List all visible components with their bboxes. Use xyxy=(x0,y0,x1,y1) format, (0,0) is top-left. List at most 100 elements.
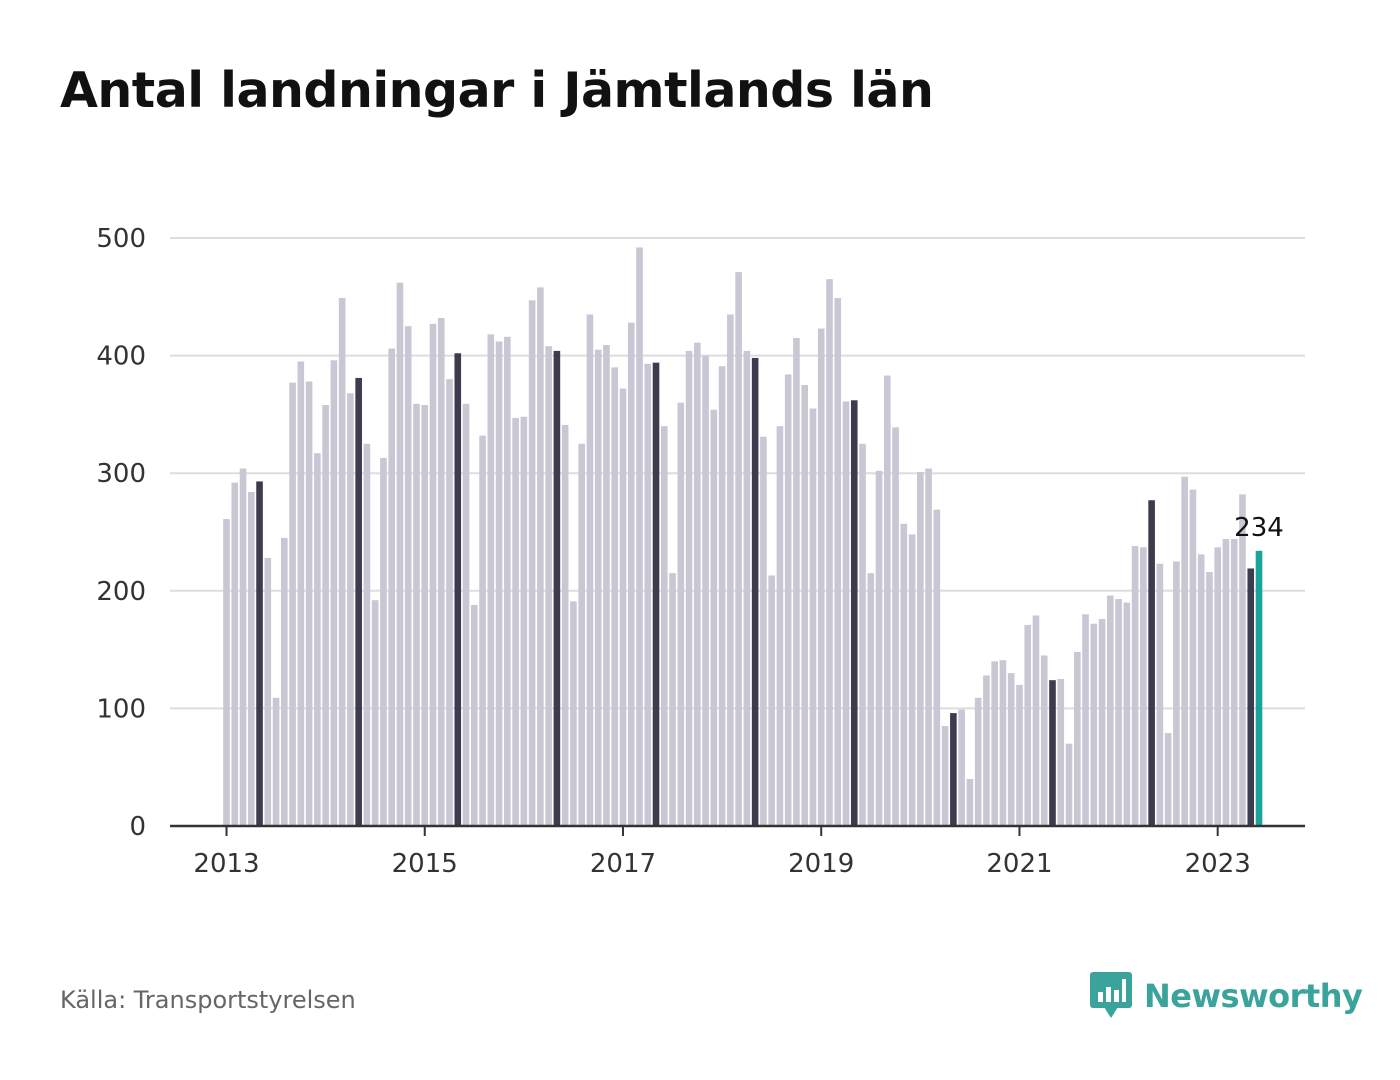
bar xyxy=(471,604,478,826)
bar xyxy=(1007,673,1015,826)
bar xyxy=(660,426,668,826)
bar xyxy=(867,573,875,826)
bar xyxy=(231,482,239,826)
bar xyxy=(297,361,305,826)
bar xyxy=(1239,494,1246,826)
bar xyxy=(421,404,429,826)
source-note: Källa: Transportstyrelsen xyxy=(60,986,356,1014)
bar xyxy=(1082,614,1089,826)
bar-highlight xyxy=(1148,500,1155,826)
y-tick-label: 200 xyxy=(96,577,146,607)
bar-highlight xyxy=(652,362,660,826)
chart-title: Antal landningar i Jämtlands län xyxy=(60,62,934,119)
x-axis: 2013 2015 2017 2019 2021 2023 xyxy=(170,824,1305,879)
bar xyxy=(1214,547,1221,826)
bar xyxy=(1090,623,1098,826)
bar xyxy=(611,367,619,826)
bar xyxy=(743,350,751,826)
bar xyxy=(933,509,941,826)
bar xyxy=(768,575,775,826)
bar xyxy=(371,600,379,826)
bar xyxy=(694,342,701,826)
bar-highlight xyxy=(454,353,462,826)
bar xyxy=(1156,563,1164,826)
bar xyxy=(380,457,387,826)
bar xyxy=(884,375,891,826)
bar xyxy=(545,346,552,826)
bar xyxy=(347,393,354,826)
bar xyxy=(1181,476,1188,826)
bar xyxy=(859,443,866,826)
bar xyxy=(826,279,833,826)
bar xyxy=(1016,684,1023,826)
bar xyxy=(396,282,404,826)
bar xyxy=(305,381,313,826)
bar xyxy=(974,697,982,826)
y-axis: 0 100 200 300 400 500 xyxy=(96,224,146,842)
bar-latest xyxy=(1255,550,1263,826)
bar xyxy=(619,388,627,826)
bar xyxy=(941,726,949,826)
x-tick-label: 2023 xyxy=(1185,849,1251,879)
bar xyxy=(685,350,693,826)
bar xyxy=(644,363,652,826)
bar xyxy=(586,314,594,826)
y-tick-label: 500 xyxy=(96,224,146,254)
bar xyxy=(363,443,371,826)
bar xyxy=(289,382,296,826)
bar xyxy=(528,300,536,827)
bar xyxy=(875,470,883,826)
bar xyxy=(272,697,280,826)
bar xyxy=(776,426,784,826)
bar xyxy=(1206,571,1213,826)
newsworthy-logo-icon xyxy=(1090,972,1132,1018)
bar xyxy=(281,537,288,826)
x-tick-label: 2015 xyxy=(392,849,458,879)
bar xyxy=(223,519,230,826)
bar xyxy=(677,402,685,826)
bars xyxy=(223,247,1263,827)
bar xyxy=(627,322,635,826)
bar xyxy=(1197,554,1205,826)
bar xyxy=(1115,599,1122,826)
bar xyxy=(966,778,974,826)
bar xyxy=(669,573,676,826)
bar xyxy=(1024,624,1032,826)
bar xyxy=(735,272,742,827)
bar xyxy=(570,601,577,826)
bar-highlight xyxy=(850,400,858,826)
bar-highlight xyxy=(355,377,362,826)
bar xyxy=(999,660,1007,826)
bar xyxy=(784,374,792,826)
bar xyxy=(1040,655,1048,826)
bar xyxy=(504,336,511,826)
bar xyxy=(793,337,800,826)
bar xyxy=(330,360,338,826)
bar xyxy=(983,675,990,826)
bar xyxy=(404,326,412,826)
brand-logo[interactable]: Newsworthy xyxy=(1090,970,1363,1022)
bar xyxy=(1173,561,1180,826)
x-tick-label: 2013 xyxy=(193,849,259,879)
bar xyxy=(809,408,817,826)
bar-highlight xyxy=(751,357,759,826)
bar xyxy=(1131,546,1139,826)
bar xyxy=(760,436,767,826)
bar xyxy=(718,366,726,826)
bar-highlight xyxy=(256,481,263,826)
bar xyxy=(1032,615,1040,826)
bar xyxy=(991,661,998,826)
bar xyxy=(446,379,453,826)
x-tick-label: 2017 xyxy=(590,849,656,879)
bar xyxy=(834,297,842,827)
bar xyxy=(413,403,420,826)
bar-highlight xyxy=(950,713,957,826)
y-tick-label: 300 xyxy=(96,459,146,489)
y-tick-label: 100 xyxy=(96,694,146,724)
bar xyxy=(338,297,346,827)
bar xyxy=(479,435,486,826)
bar xyxy=(561,424,569,826)
bar xyxy=(710,409,718,826)
bar xyxy=(322,404,329,826)
latest-value-label: 234 xyxy=(1234,513,1284,543)
